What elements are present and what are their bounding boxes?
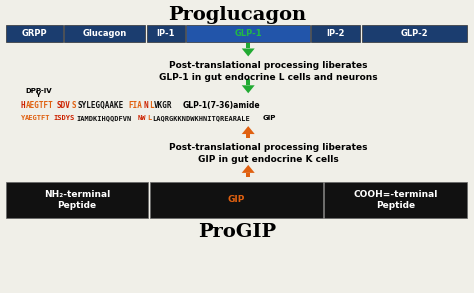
Bar	[311, 25, 360, 42]
Text: Y: Y	[21, 115, 25, 121]
Text: GIP: GIP	[228, 195, 245, 204]
Bar	[186, 25, 310, 42]
Text: LAQRGKKNDWKHNITQREARALE: LAQRGKKNDWKHNITQREARALE	[152, 115, 250, 121]
Bar	[246, 79, 250, 85]
Text: AEGTFT: AEGTFT	[26, 101, 54, 110]
Text: GRPP: GRPP	[21, 29, 47, 38]
Text: GIP: GIP	[263, 115, 276, 121]
Bar	[246, 173, 250, 177]
Text: DPP-IV: DPP-IV	[25, 88, 52, 94]
Text: NW: NW	[138, 115, 146, 121]
Text: SYLEGQAAKE: SYLEGQAAKE	[77, 101, 123, 110]
Text: COOH=-terminal
Peptide: COOH=-terminal Peptide	[354, 190, 438, 210]
Text: ISDYS: ISDYS	[54, 115, 75, 121]
Text: L: L	[149, 101, 154, 110]
Bar	[64, 25, 145, 42]
Polygon shape	[242, 48, 255, 57]
Text: Post-translational processing liberates
GIP in gut endocrine K cells: Post-translational processing liberates …	[169, 143, 367, 164]
Text: NH₂-terminal
Peptide: NH₂-terminal Peptide	[44, 190, 110, 210]
Text: SDV: SDV	[56, 101, 71, 110]
Text: GLP-2: GLP-2	[401, 29, 428, 38]
Text: IP-1: IP-1	[156, 29, 175, 38]
Text: S: S	[72, 101, 77, 110]
Bar	[146, 25, 185, 42]
Bar	[246, 43, 250, 48]
Text: VKGR: VKGR	[154, 101, 173, 110]
Bar	[6, 25, 63, 42]
Text: N: N	[144, 101, 148, 110]
Text: FIA: FIA	[128, 101, 142, 110]
Bar	[362, 25, 467, 42]
Text: Proglucagon: Proglucagon	[168, 6, 306, 24]
Text: GLP-1(7-36)amide: GLP-1(7-36)amide	[182, 101, 260, 110]
Polygon shape	[242, 165, 255, 173]
Text: IP-2: IP-2	[327, 29, 345, 38]
Bar	[150, 182, 323, 218]
Polygon shape	[242, 126, 255, 134]
Text: Post-translational processing liberates
GLP-1 in gut endocrine L cells and neuro: Post-translational processing liberates …	[159, 62, 377, 82]
Polygon shape	[242, 85, 255, 93]
Bar	[324, 182, 467, 218]
Bar	[6, 182, 148, 218]
Text: Glucagon: Glucagon	[82, 29, 127, 38]
Text: ProGIP: ProGIP	[198, 223, 276, 241]
Text: H: H	[21, 101, 25, 110]
Text: IAMDKIHQQDFVN: IAMDKIHQQDFVN	[77, 115, 132, 121]
Text: GLP-1: GLP-1	[235, 29, 262, 38]
Bar	[246, 134, 250, 138]
Text: L: L	[147, 115, 151, 121]
Text: AEGTFT: AEGTFT	[25, 115, 51, 121]
